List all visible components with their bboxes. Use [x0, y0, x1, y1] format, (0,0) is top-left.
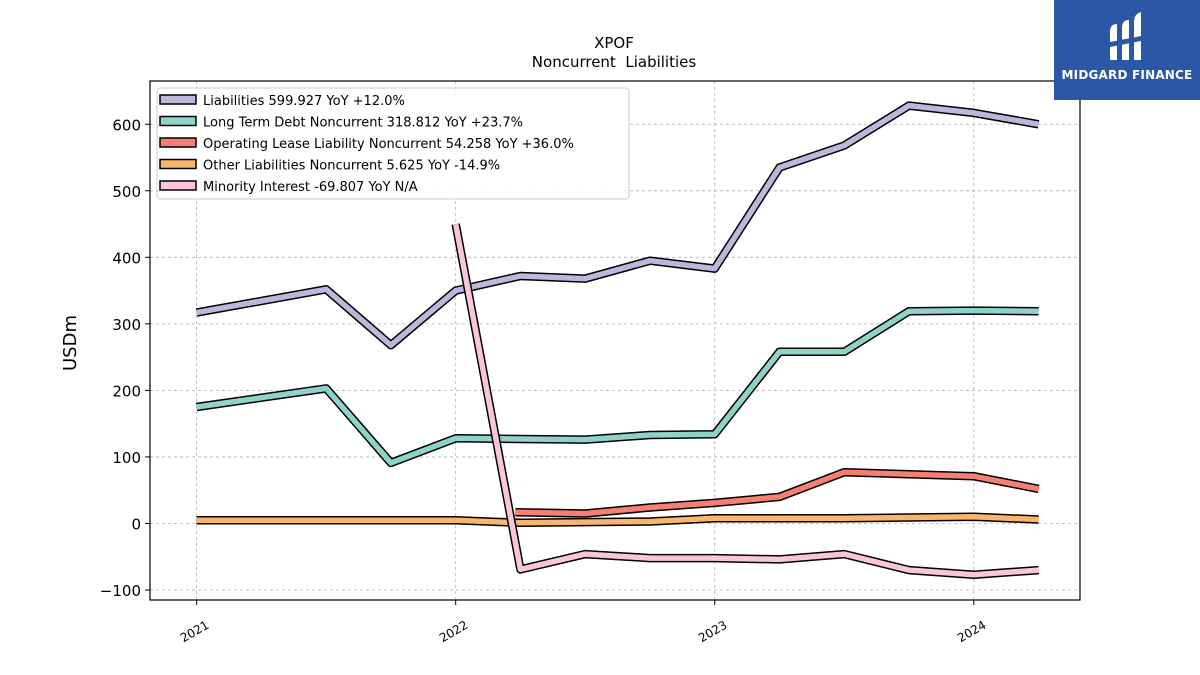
series-line	[515, 467, 1040, 518]
legend-label: Other Liabilities Noncurrent 5.625 YoY -…	[203, 159, 500, 174]
legend-swatch	[159, 180, 197, 191]
y-tick-label: 200	[112, 382, 141, 400]
chart-title: XPOF	[594, 34, 634, 52]
y-tick-label: 600	[112, 116, 141, 134]
series-stroke	[515, 469, 1040, 517]
brand-name: MIDGARD FINANCE	[1061, 68, 1193, 82]
ticks: −100 0 100 200 300 400 500 600 2021 2022 2023 2024	[100, 116, 989, 645]
legend-label: Operating Lease Liability Noncurrent 54.…	[203, 137, 574, 152]
series-line	[451, 223, 1039, 579]
legend: Liabilities 599.927 YoY +12.0% Long Term …	[156, 87, 630, 200]
legend-label: Liabilities 599.927 YoY +12.0%	[203, 94, 405, 109]
legend-swatch	[159, 115, 197, 127]
legend-swatch	[159, 94, 197, 105]
y-tick-label: 100	[112, 449, 141, 467]
legend-swatch	[159, 137, 197, 148]
y-tick-label: 300	[112, 316, 141, 334]
x-tick-label: 2024	[955, 618, 988, 645]
series-stroke	[452, 223, 1039, 578]
legend-label: Long Term Debt Noncurrent 318.812 YoY +2…	[203, 116, 523, 131]
chart-subtitle: Noncurrent Liabilities	[532, 53, 697, 71]
x-tick-label: 2021	[178, 618, 211, 645]
legend-swatch	[159, 158, 197, 170]
legend-label: Minority Interest -69.807 YoY N/A	[203, 180, 418, 195]
series-line	[196, 512, 1039, 528]
y-tick-label: 400	[112, 249, 141, 267]
series-stroke	[196, 102, 1040, 348]
legend-box	[156, 87, 630, 200]
y-tick-label: −100	[100, 582, 141, 600]
x-tick-label: 2023	[696, 618, 729, 645]
y-tick-label: 500	[112, 183, 141, 201]
series-stroke	[196, 307, 1039, 466]
series-line	[195, 306, 1039, 468]
series-layer	[195, 101, 1040, 579]
y-tick-label: 0	[131, 515, 141, 533]
series-stroke	[196, 514, 1039, 526]
series-line	[195, 101, 1040, 350]
x-tick-label: 2022	[437, 618, 470, 645]
brand-logo: MIDGARD FINANCE	[1054, 0, 1200, 100]
plot-frame	[149, 80, 1081, 601]
brand-mark-icon	[1110, 12, 1141, 60]
y-axis-label: USDm	[60, 315, 81, 371]
